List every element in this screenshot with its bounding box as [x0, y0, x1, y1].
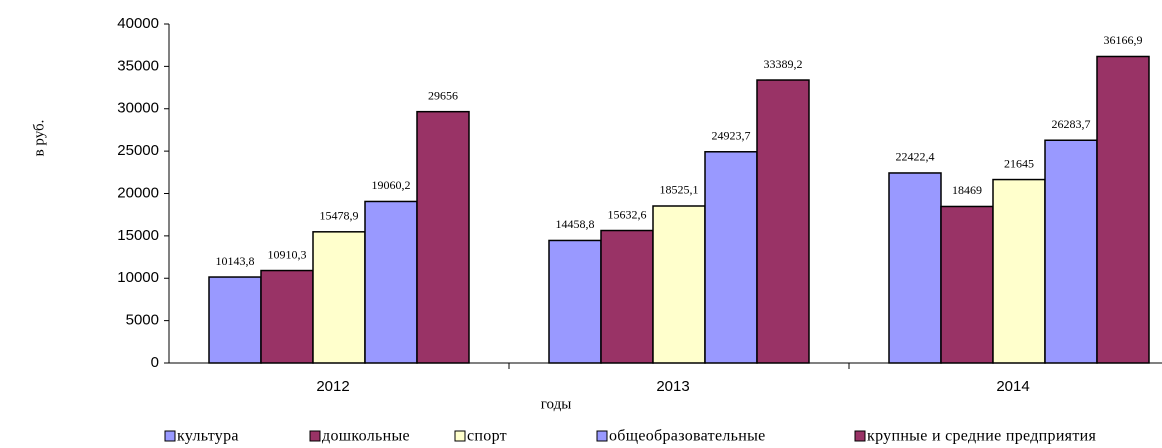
- value-label: 18525,1: [660, 183, 699, 197]
- legend-swatch: [164, 430, 176, 442]
- bar: [260, 269, 314, 364]
- legend-label: общеобразовательные: [609, 428, 766, 445]
- bar: [992, 178, 1046, 364]
- bar: [652, 205, 706, 364]
- y-tick-label: 0: [151, 354, 159, 371]
- value-label: 19060,2: [372, 178, 411, 192]
- value-label: 14458,8: [556, 217, 595, 231]
- bar: [888, 172, 942, 364]
- y-tick-label: 25000: [117, 142, 159, 159]
- x-tick-label: 2012: [316, 378, 349, 395]
- y-tick-label: 35000: [117, 57, 159, 74]
- value-label: 22422,4: [896, 150, 935, 164]
- value-label: 18469: [952, 183, 982, 197]
- y-tick-label: 10000: [117, 269, 159, 286]
- y-tick-label: 30000: [117, 100, 159, 117]
- x-tick-label: 2013: [656, 378, 689, 395]
- value-label: 36166,9: [1104, 33, 1143, 47]
- value-label: 26283,7: [1052, 117, 1091, 131]
- legend-swatch: [854, 430, 866, 442]
- x-tick-label: 2014: [996, 378, 1029, 395]
- legend-label: культура: [177, 428, 239, 445]
- bar: [548, 239, 602, 364]
- bar: [704, 151, 758, 364]
- value-label: 15478,9: [320, 209, 359, 223]
- legend-swatch: [596, 430, 608, 442]
- value-label: 15632,6: [608, 207, 647, 221]
- bar: [312, 231, 366, 364]
- legend-label: крупные и средние предприятия: [867, 428, 1096, 445]
- value-label: 29656: [428, 88, 458, 102]
- legend-swatch: [309, 430, 321, 442]
- y-tick-label: 20000: [117, 184, 159, 201]
- bar: [940, 205, 994, 364]
- y-axis-label: в руб.: [31, 120, 47, 157]
- legend-label: спорт: [467, 428, 507, 445]
- x-axis-label: годы: [541, 396, 572, 412]
- y-tick-label: 15000: [117, 227, 159, 244]
- value-label: 33389,2: [764, 57, 803, 71]
- bar: [600, 229, 654, 364]
- legend-swatch: [454, 430, 466, 442]
- value-label: 10143,8: [216, 254, 255, 268]
- bar: [1096, 55, 1150, 364]
- bar: [756, 79, 810, 364]
- value-label: 21645: [1004, 156, 1034, 170]
- legend-label: дошкольные: [322, 428, 410, 445]
- bar: [416, 110, 470, 364]
- bar: [1044, 139, 1098, 364]
- y-tick-label: 40000: [117, 15, 159, 32]
- bar: [364, 200, 418, 364]
- bar: [208, 276, 262, 364]
- y-tick-label: 5000: [126, 312, 159, 329]
- value-label: 24923,7: [712, 129, 751, 143]
- value-label: 10910,3: [268, 247, 307, 261]
